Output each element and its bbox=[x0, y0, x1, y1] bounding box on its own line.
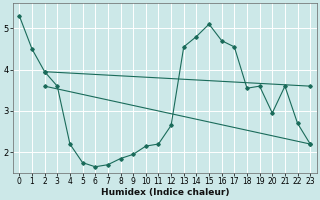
X-axis label: Humidex (Indice chaleur): Humidex (Indice chaleur) bbox=[100, 188, 229, 197]
